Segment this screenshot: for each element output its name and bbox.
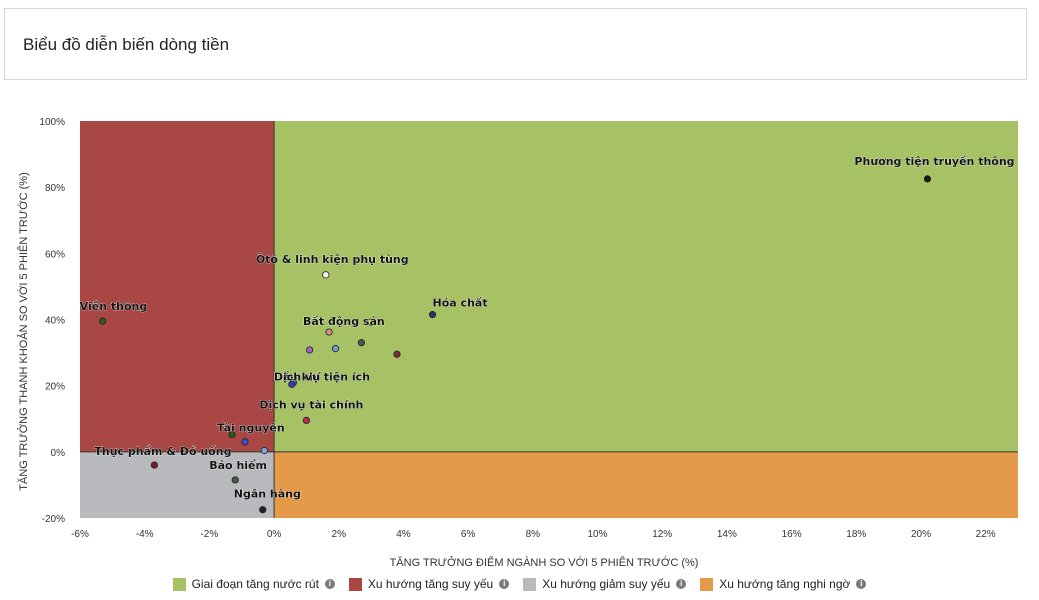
quadrant-leading — [274, 121, 1018, 452]
x-tick-label: 8% — [526, 529, 541, 540]
legend-label: Giai đoạn tăng nước rút — [191, 577, 319, 591]
x-tick-label: 2% — [332, 529, 347, 540]
data-point-label: Viễn thông — [80, 300, 148, 313]
data-point — [367, 318, 375, 326]
data-point — [241, 438, 249, 446]
data-point-label: Dịch vụ tài chính — [259, 398, 363, 411]
legend-swatch — [348, 577, 362, 591]
info-icon[interactable]: i — [856, 579, 867, 589]
data-point — [259, 506, 267, 514]
data-point-label: Hóa chất — [433, 297, 488, 310]
x-tick-label: 14% — [717, 529, 737, 540]
data-point-label: Bảo hiểm — [209, 459, 267, 472]
data-point — [288, 380, 296, 388]
data-point-label: Ngân hàng — [234, 488, 301, 501]
legend-swatch — [523, 577, 537, 591]
chart-legend: Giai đoạn tăng nước rút i Xu hướng tăng su… — [0, 574, 1039, 594]
x-tick-label: 0% — [267, 529, 282, 540]
data-point — [99, 317, 107, 325]
x-tick-label: 6% — [461, 529, 476, 540]
legend-swatch — [172, 577, 186, 591]
legend-item[interactable]: Xu hướng giảm suy yếu i — [523, 577, 687, 591]
y-tick-label: 60% — [45, 249, 65, 260]
y-tick-label: 100% — [39, 117, 65, 128]
y-tick-label: 0% — [51, 448, 66, 459]
x-tick-label: -6% — [71, 529, 89, 540]
data-point — [228, 431, 236, 439]
x-tick-label: 4% — [396, 529, 411, 540]
data-point — [302, 416, 311, 425]
data-point-label: Ôtô & linh kiện phụ tùng — [256, 253, 409, 266]
legend-item[interactable]: Xu hướng tăng suy yếu i — [348, 577, 510, 591]
y-tick-label: 20% — [45, 382, 65, 393]
x-tick-label: 22% — [976, 529, 996, 540]
info-icon[interactable]: i — [499, 579, 510, 589]
legend-label: Xu hướng tăng suy yếu — [367, 577, 494, 591]
info-icon[interactable]: i — [324, 579, 335, 589]
chart-header: Biểu đồ diễn biến dòng tiền — [4, 8, 1027, 80]
y-tick-label: -20% — [42, 514, 65, 525]
quadrant-improving — [274, 451, 1018, 518]
y-axis-title: TĂNG TRƯỞNG THANH KHOẢN SO VỚI 5 PHIÊN T… — [17, 172, 30, 490]
data-point — [231, 476, 239, 484]
data-point — [393, 350, 401, 358]
x-tick-label: 10% — [588, 529, 608, 540]
data-point — [428, 310, 437, 319]
data-point — [322, 271, 330, 279]
data-point-label: Bất động sản — [303, 315, 385, 328]
info-icon[interactable]: i — [676, 579, 687, 589]
quadrant-lagging — [80, 451, 275, 518]
x-tick-label: -2% — [200, 529, 218, 540]
data-point — [260, 446, 268, 455]
x-tick-label: 20% — [911, 529, 931, 540]
x-axis-title: TĂNG TRƯỞNG ĐIỂM NGÀNH SO VỚI 5 PHIÊN TR… — [390, 556, 699, 569]
x-tick-label: 18% — [846, 529, 866, 540]
legend-label: Xu hướng tăng nghi ngờ — [719, 577, 851, 591]
page-title: Biểu đồ diễn biến dòng tiền — [23, 35, 230, 54]
x-tick-label: -4% — [136, 529, 154, 540]
legend-item[interactable]: Xu hướng tăng nghi ngờ i — [700, 577, 867, 591]
data-point — [306, 346, 314, 354]
x-tick-label: 16% — [782, 529, 802, 540]
data-point — [325, 328, 333, 336]
data-point-label: Thực phẩm & Đồ uống — [94, 445, 231, 458]
data-point-label: Tài nguyên — [217, 422, 285, 435]
quadrant-weakening — [80, 121, 275, 452]
legend-swatch — [700, 577, 714, 591]
y-tick-label: 80% — [45, 183, 65, 194]
legend-item[interactable]: Giai đoạn tăng nước rút i — [172, 577, 335, 591]
y-tick-label: 40% — [45, 316, 65, 327]
data-point — [150, 461, 158, 469]
data-point — [357, 339, 365, 347]
x-tick-label: 12% — [652, 529, 672, 540]
data-point-label: Dịch vụ tiện ích — [274, 370, 370, 383]
data-point-label: Phương tiện truyền thông — [854, 155, 1014, 168]
data-point — [331, 345, 340, 353]
data-point — [923, 175, 932, 183]
legend-label: Xu hướng giảm suy yếu — [542, 577, 671, 591]
data-point-label: Dầu khí — [273, 370, 321, 383]
